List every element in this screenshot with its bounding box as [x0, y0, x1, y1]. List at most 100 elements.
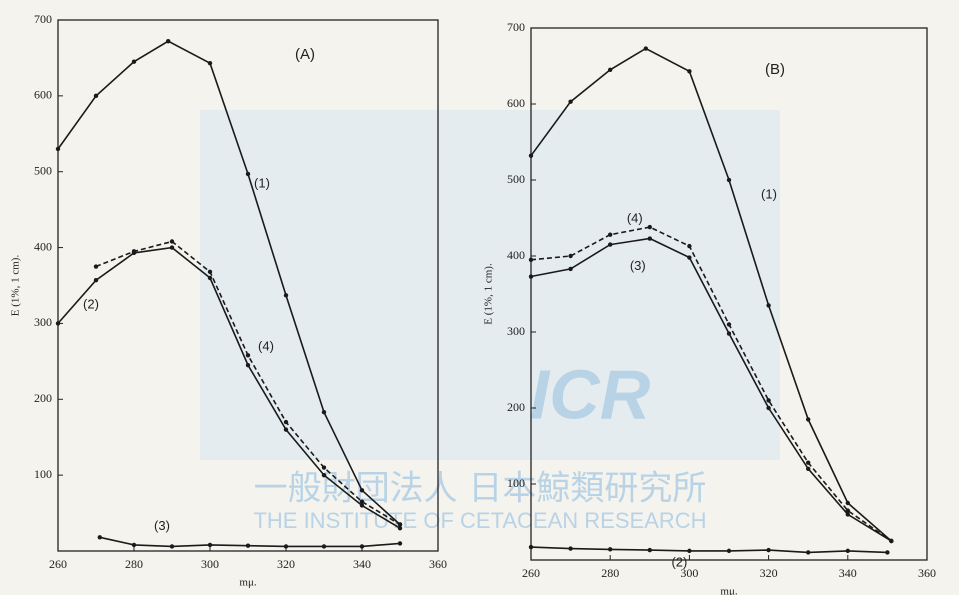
curve-label: (2) — [83, 297, 99, 312]
y-tick-label: 400 — [507, 248, 525, 262]
x-tick-label: 280 — [125, 557, 143, 571]
x-tick-label: 300 — [680, 566, 698, 580]
data-point — [806, 460, 811, 465]
data-point — [766, 547, 771, 553]
curve-label: (3) — [630, 258, 646, 273]
data-point — [885, 550, 890, 555]
data-point — [845, 512, 850, 517]
data-point — [647, 224, 652, 230]
curve-label: (1) — [761, 186, 777, 201]
data-point — [359, 503, 365, 508]
data-point — [131, 59, 137, 64]
data-point — [169, 544, 175, 549]
y-axis-label: E (1%, 1 cm). — [483, 263, 495, 325]
data-point — [845, 508, 850, 513]
data-point — [169, 239, 175, 244]
y-tick-label: 500 — [507, 172, 525, 186]
curve-label: (1) — [254, 175, 270, 190]
data-point — [643, 46, 649, 51]
data-point — [283, 419, 289, 425]
data-point — [726, 331, 732, 336]
y-tick-label: 400 — [34, 239, 52, 253]
data-point — [93, 277, 99, 283]
x-axis-label: mμ. — [239, 577, 256, 589]
data-point — [608, 67, 613, 73]
plot-frame — [530, 27, 928, 561]
data-point — [766, 398, 771, 403]
data-point — [166, 39, 171, 44]
data-point — [169, 245, 175, 250]
series-line — [530, 226, 892, 542]
data-point — [528, 544, 534, 550]
watermark-logo: ICR — [530, 355, 651, 433]
x-tick-label: 360 — [429, 557, 447, 571]
y-tick-label: 500 — [34, 163, 52, 177]
data-point — [806, 550, 811, 555]
data-point — [359, 544, 365, 549]
data-point — [321, 544, 327, 549]
x-axis-label: mμ. — [720, 586, 737, 595]
data-point — [207, 61, 213, 66]
panel-title: (A) — [295, 46, 315, 63]
data-point — [359, 488, 365, 493]
x-tick-label: 340 — [839, 566, 857, 580]
data-point — [245, 362, 251, 368]
data-point — [245, 353, 251, 358]
data-point — [397, 526, 403, 531]
data-point — [207, 275, 213, 281]
data-point — [283, 544, 289, 549]
watermark-ja: 一般財団法人 日本鯨類研究所 — [254, 469, 707, 509]
data-point — [608, 242, 613, 247]
data-point — [766, 303, 771, 308]
data-point — [321, 465, 327, 470]
data-point — [528, 153, 534, 158]
data-point — [131, 542, 137, 548]
data-point — [647, 236, 652, 241]
data-point — [687, 69, 692, 74]
data-point — [245, 543, 251, 548]
y-axis-label: E (1%, 1 cm). — [10, 255, 22, 317]
x-tick-label: 320 — [277, 557, 295, 571]
data-point — [207, 542, 213, 548]
x-tick-label: 320 — [760, 566, 778, 580]
data-point — [687, 255, 692, 260]
data-point — [245, 171, 251, 177]
data-point — [55, 146, 61, 152]
y-tick-label: 200 — [507, 400, 525, 414]
data-point — [93, 264, 99, 269]
x-tick-label: 260 — [49, 557, 67, 571]
data-point — [568, 99, 573, 104]
data-point — [321, 472, 327, 478]
panel-title: (B) — [765, 61, 785, 78]
data-point — [397, 541, 403, 546]
curve-label: (4) — [258, 339, 274, 354]
data-point — [608, 232, 613, 237]
curve-label: (2) — [671, 554, 687, 569]
data-point — [608, 547, 613, 552]
watermark-en: THE INSTITUTE OF CETACEAN RESEARCH — [253, 508, 706, 533]
data-point — [687, 548, 692, 554]
data-point — [806, 466, 811, 471]
data-point — [93, 93, 99, 99]
watermark-band — [200, 110, 780, 460]
data-point — [889, 538, 894, 544]
y-tick-label: 700 — [507, 20, 525, 34]
data-point — [55, 321, 61, 326]
data-point — [726, 177, 732, 183]
series-line — [57, 246, 401, 529]
data-point — [568, 253, 573, 259]
data-point — [528, 274, 534, 279]
data-point — [397, 522, 403, 527]
x-tick-label: 280 — [601, 566, 619, 580]
series-line — [57, 40, 401, 526]
data-point — [321, 409, 327, 415]
data-point — [283, 427, 289, 432]
data-point — [806, 417, 811, 422]
y-tick-label: 300 — [507, 324, 525, 338]
data-point — [359, 499, 365, 504]
data-point — [568, 546, 573, 551]
y-tick-label: 100 — [507, 476, 525, 490]
series-line — [530, 237, 892, 542]
x-tick-label: 340 — [353, 557, 371, 571]
